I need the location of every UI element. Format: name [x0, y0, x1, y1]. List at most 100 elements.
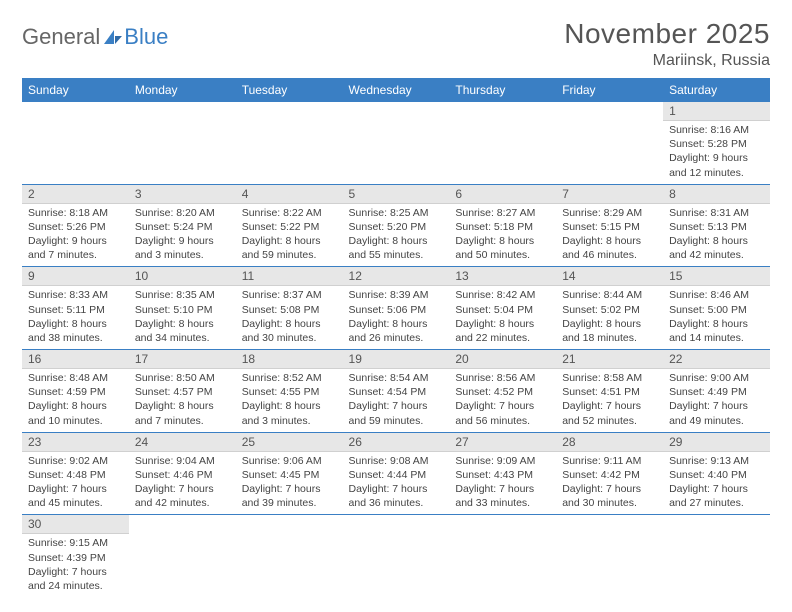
day-line: Sunset: 5:02 PM: [562, 303, 657, 317]
day-line: Sunrise: 9:04 AM: [135, 454, 230, 468]
day-line: Sunset: 5:08 PM: [242, 303, 337, 317]
day-body: Sunrise: 9:15 AMSunset: 4:39 PMDaylight:…: [22, 534, 129, 597]
day-line: and 50 minutes.: [455, 248, 550, 262]
day-line: and 3 minutes.: [242, 414, 337, 428]
day-body: Sunrise: 9:04 AMSunset: 4:46 PMDaylight:…: [129, 452, 236, 515]
day-line: and 52 minutes.: [562, 414, 657, 428]
day-line: and 45 minutes.: [28, 496, 123, 510]
day-line: and 46 minutes.: [562, 248, 657, 262]
day-body: Sunrise: 8:27 AMSunset: 5:18 PMDaylight:…: [449, 204, 556, 267]
day-body: Sunrise: 8:20 AMSunset: 5:24 PMDaylight:…: [129, 204, 236, 267]
day-line: Daylight: 8 hours: [455, 317, 550, 331]
day-line: Daylight: 7 hours: [135, 482, 230, 496]
week-row: 23Sunrise: 9:02 AMSunset: 4:48 PMDayligh…: [22, 432, 770, 515]
logo-text-1: General: [22, 24, 100, 50]
day-line: and 7 minutes.: [135, 414, 230, 428]
day-line: Daylight: 8 hours: [242, 317, 337, 331]
day-number: 6: [449, 185, 556, 204]
weekday-header: Sunday: [22, 78, 129, 102]
day-body: [343, 519, 450, 525]
day-body: Sunrise: 8:48 AMSunset: 4:59 PMDaylight:…: [22, 369, 129, 432]
day-line: Sunset: 4:52 PM: [455, 385, 550, 399]
day-line: Sunset: 5:18 PM: [455, 220, 550, 234]
day-line: Sunset: 4:57 PM: [135, 385, 230, 399]
day-line: and 27 minutes.: [669, 496, 764, 510]
day-cell: 8Sunrise: 8:31 AMSunset: 5:13 PMDaylight…: [663, 184, 770, 267]
day-line: Sunrise: 8:37 AM: [242, 288, 337, 302]
day-number: 3: [129, 185, 236, 204]
day-line: Daylight: 7 hours: [349, 399, 444, 413]
weekday-header: Tuesday: [236, 78, 343, 102]
day-number: 29: [663, 433, 770, 452]
day-body: Sunrise: 8:56 AMSunset: 4:52 PMDaylight:…: [449, 369, 556, 432]
day-line: and 3 minutes.: [135, 248, 230, 262]
day-line: Sunset: 5:26 PM: [28, 220, 123, 234]
day-body: [22, 106, 129, 112]
day-cell: 24Sunrise: 9:04 AMSunset: 4:46 PMDayligh…: [129, 432, 236, 515]
day-number: 27: [449, 433, 556, 452]
day-line: Sunset: 5:04 PM: [455, 303, 550, 317]
day-cell: [556, 102, 663, 184]
day-line: and 39 minutes.: [242, 496, 337, 510]
day-line: and 26 minutes.: [349, 331, 444, 345]
day-line: and 49 minutes.: [669, 414, 764, 428]
day-line: Daylight: 8 hours: [349, 234, 444, 248]
day-number: 14: [556, 267, 663, 286]
day-line: Sunset: 4:55 PM: [242, 385, 337, 399]
day-line: and 36 minutes.: [349, 496, 444, 510]
day-body: Sunrise: 8:50 AMSunset: 4:57 PMDaylight:…: [129, 369, 236, 432]
day-body: Sunrise: 8:37 AMSunset: 5:08 PMDaylight:…: [236, 286, 343, 349]
day-line: Daylight: 9 hours: [28, 234, 123, 248]
day-line: Sunset: 4:46 PM: [135, 468, 230, 482]
day-number: 26: [343, 433, 450, 452]
day-number: 13: [449, 267, 556, 286]
day-number: 25: [236, 433, 343, 452]
day-line: Daylight: 7 hours: [28, 482, 123, 496]
day-body: Sunrise: 8:18 AMSunset: 5:26 PMDaylight:…: [22, 204, 129, 267]
day-line: Daylight: 7 hours: [669, 399, 764, 413]
page-title: November 2025: [564, 18, 770, 50]
day-line: Daylight: 9 hours: [135, 234, 230, 248]
day-number: 8: [663, 185, 770, 204]
day-cell: 18Sunrise: 8:52 AMSunset: 4:55 PMDayligh…: [236, 350, 343, 433]
day-number: 2: [22, 185, 129, 204]
day-line: and 55 minutes.: [349, 248, 444, 262]
logo: General Blue: [22, 24, 168, 50]
day-line: Daylight: 7 hours: [562, 482, 657, 496]
day-body: Sunrise: 9:09 AMSunset: 4:43 PMDaylight:…: [449, 452, 556, 515]
day-number: 12: [343, 267, 450, 286]
weekday-header: Friday: [556, 78, 663, 102]
day-line: and 34 minutes.: [135, 331, 230, 345]
day-line: Sunset: 4:54 PM: [349, 385, 444, 399]
day-line: and 30 minutes.: [562, 496, 657, 510]
day-cell: 3Sunrise: 8:20 AMSunset: 5:24 PMDaylight…: [129, 184, 236, 267]
day-line: Sunrise: 9:15 AM: [28, 536, 123, 550]
week-row: 30Sunrise: 9:15 AMSunset: 4:39 PMDayligh…: [22, 515, 770, 597]
day-line: Daylight: 8 hours: [242, 399, 337, 413]
day-cell: 22Sunrise: 9:00 AMSunset: 4:49 PMDayligh…: [663, 350, 770, 433]
day-number: 7: [556, 185, 663, 204]
day-line: and 12 minutes.: [669, 166, 764, 180]
day-cell: 12Sunrise: 8:39 AMSunset: 5:06 PMDayligh…: [343, 267, 450, 350]
day-body: Sunrise: 9:13 AMSunset: 4:40 PMDaylight:…: [663, 452, 770, 515]
day-cell: [663, 515, 770, 597]
day-line: and 10 minutes.: [28, 414, 123, 428]
day-cell: [343, 515, 450, 597]
day-number: 5: [343, 185, 450, 204]
day-line: and 24 minutes.: [28, 579, 123, 593]
day-line: Sunrise: 8:46 AM: [669, 288, 764, 302]
calendar-table: Sunday Monday Tuesday Wednesday Thursday…: [22, 78, 770, 597]
day-body: Sunrise: 8:29 AMSunset: 5:15 PMDaylight:…: [556, 204, 663, 267]
day-line: Sunrise: 8:35 AM: [135, 288, 230, 302]
day-body: Sunrise: 8:42 AMSunset: 5:04 PMDaylight:…: [449, 286, 556, 349]
weekday-header: Thursday: [449, 78, 556, 102]
day-line: Sunrise: 9:00 AM: [669, 371, 764, 385]
day-number: 17: [129, 350, 236, 369]
day-line: and 33 minutes.: [455, 496, 550, 510]
day-line: Sunrise: 8:58 AM: [562, 371, 657, 385]
day-number: 23: [22, 433, 129, 452]
day-line: Sunrise: 9:11 AM: [562, 454, 657, 468]
day-line: Sunrise: 9:06 AM: [242, 454, 337, 468]
day-line: Daylight: 7 hours: [242, 482, 337, 496]
day-body: Sunrise: 9:00 AMSunset: 4:49 PMDaylight:…: [663, 369, 770, 432]
